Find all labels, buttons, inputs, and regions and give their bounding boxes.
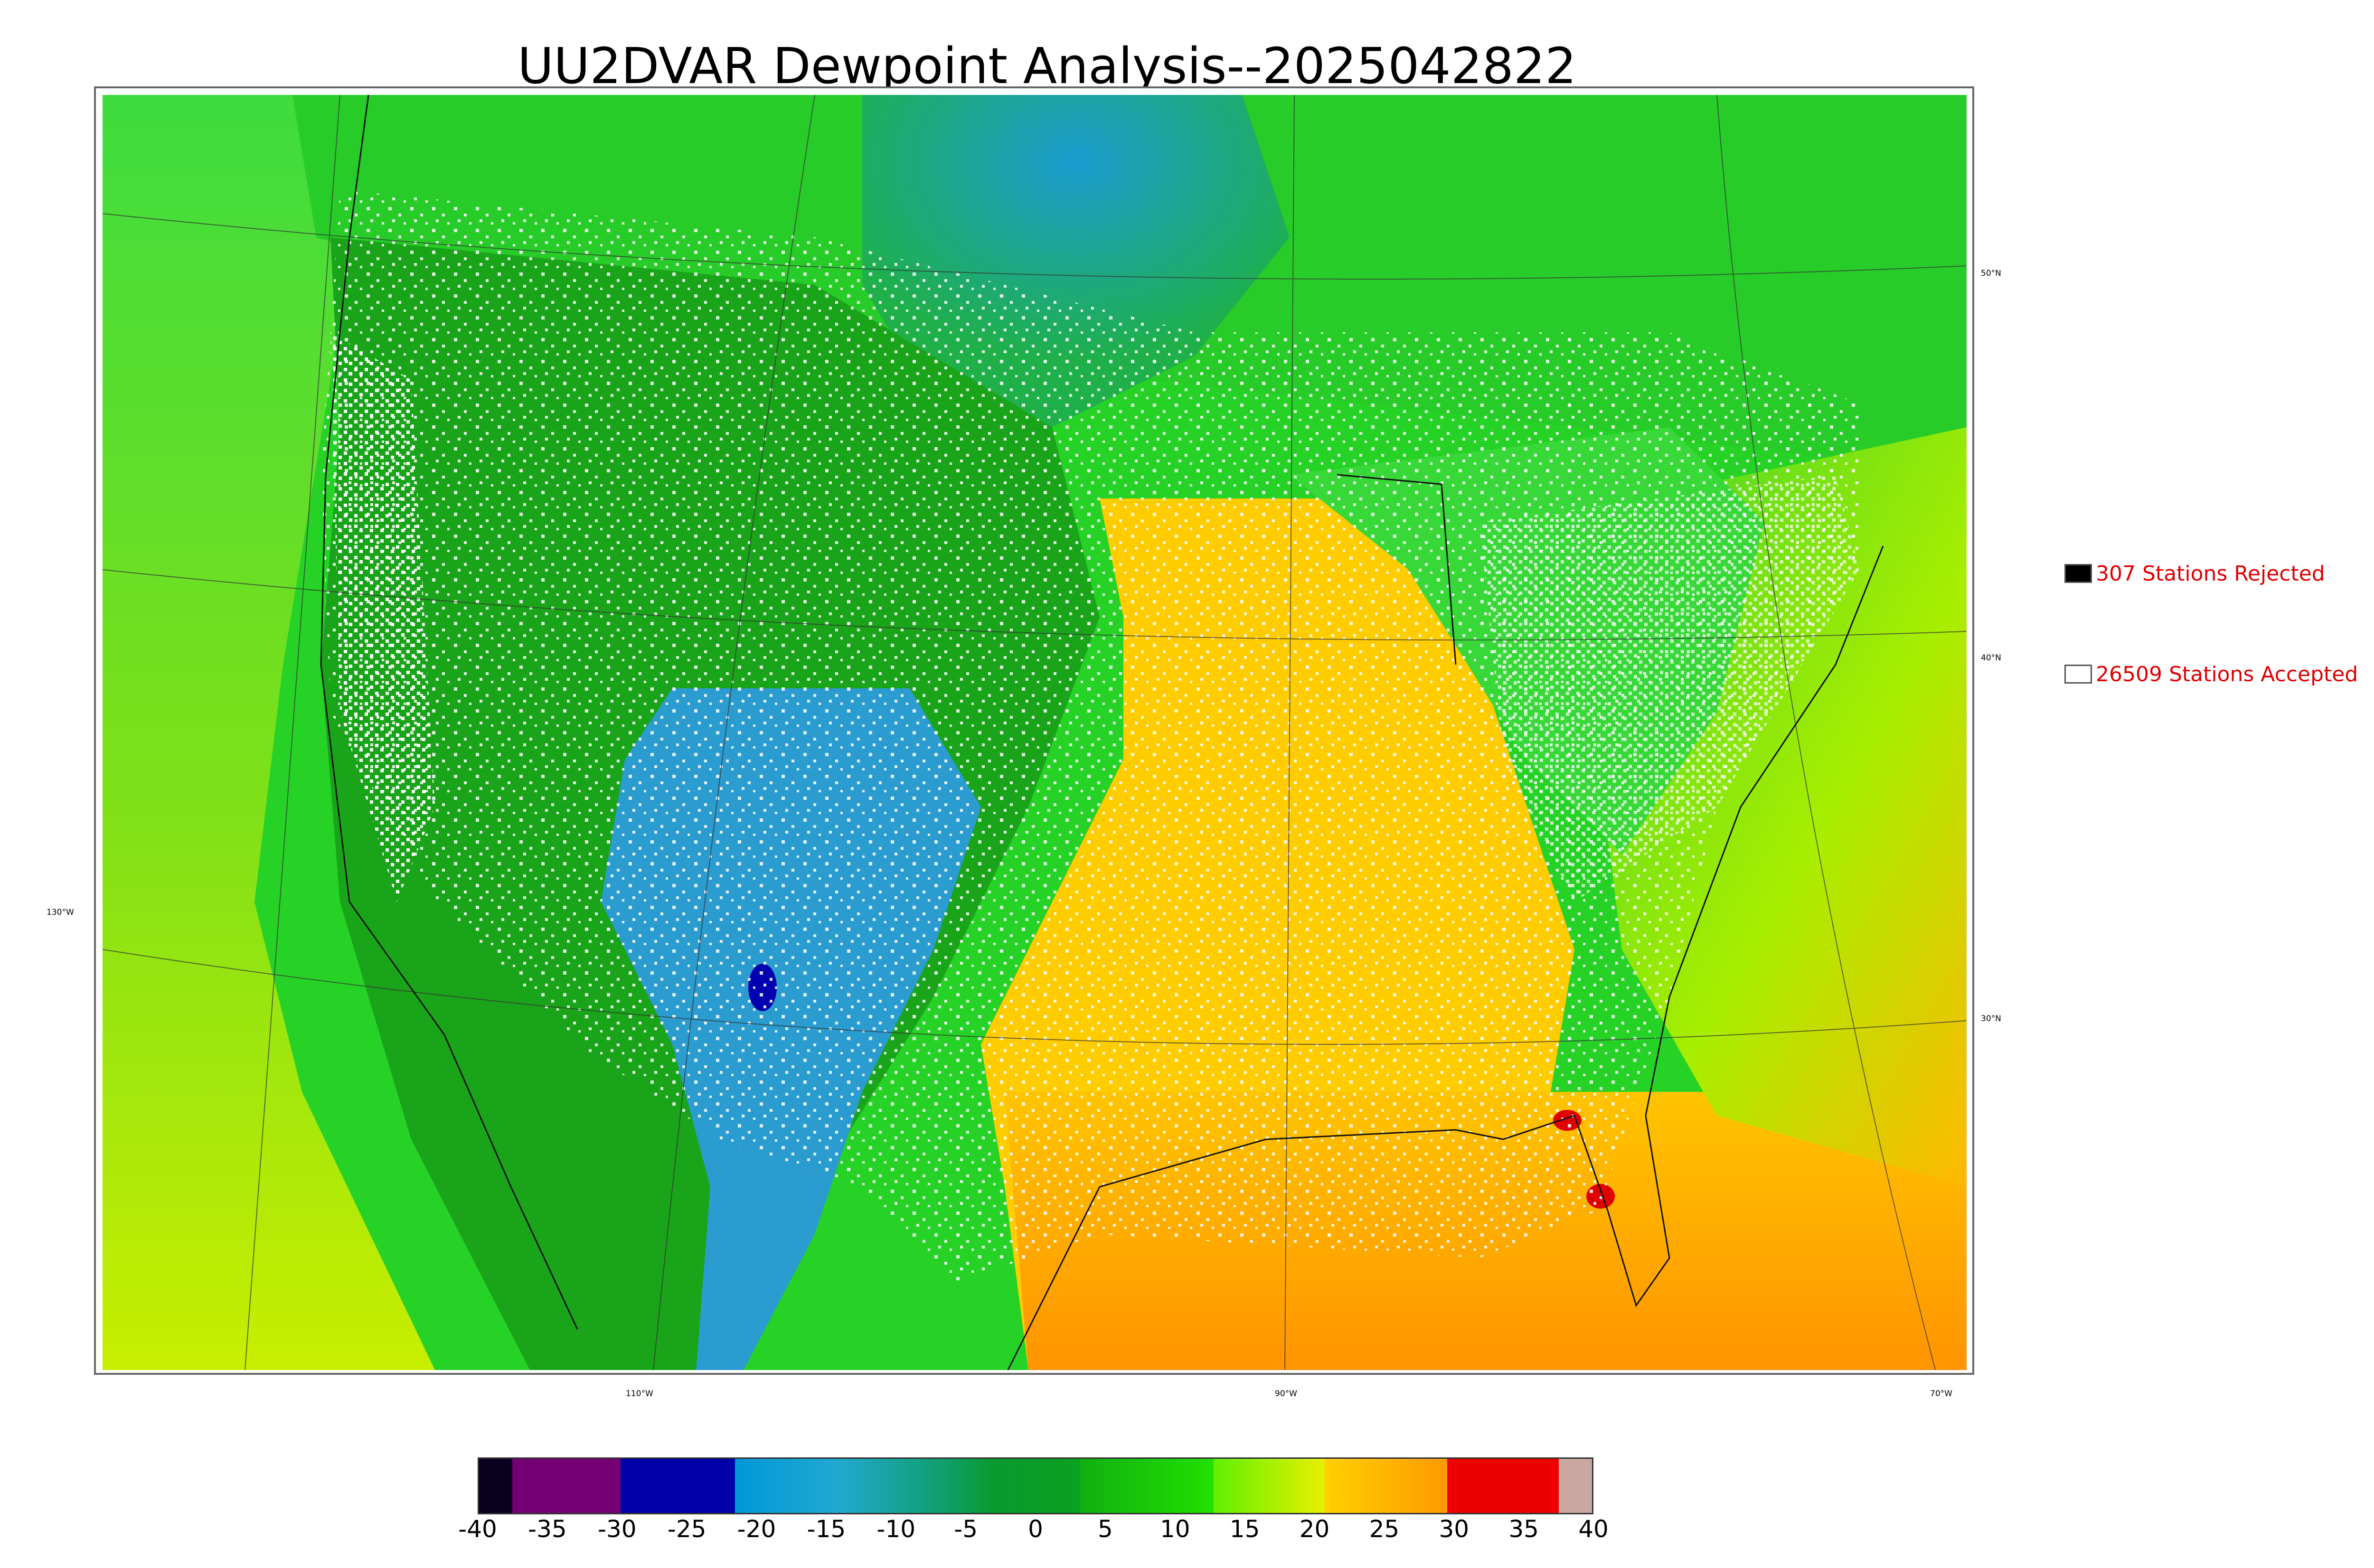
legend-accepted: 26509 Stations Accepted — [2064, 660, 2358, 688]
colorbar-tick-label: 15 — [1229, 1515, 1260, 1543]
colorbar-tick-label: -10 — [876, 1515, 916, 1543]
legend-accepted-swatch — [2064, 665, 2092, 684]
colorbar-tick-label: -40 — [458, 1515, 497, 1543]
lat-label-30n: 30°N — [1981, 1014, 2001, 1023]
dewpoint-field — [103, 95, 1967, 1370]
lon-label-110w: 110°W — [626, 1389, 653, 1399]
map-title: UU2DVAR Dewpoint Analysis--2025042822 — [518, 37, 1577, 95]
colorbar-segment — [1213, 1459, 1325, 1513]
colorbar-tick-label: 0 — [1028, 1515, 1043, 1543]
colorbar-tick-label: 5 — [1097, 1515, 1113, 1543]
colorbar-tick-label: -15 — [807, 1515, 846, 1543]
colorbar-tick-label: 10 — [1159, 1515, 1190, 1543]
colorbar-segment — [512, 1459, 621, 1513]
lat-label-40n: 40°N — [1981, 653, 2001, 663]
legend-accepted-label: 26509 Stations Accepted — [2096, 662, 2358, 686]
colorbar-segment — [479, 1459, 513, 1513]
lon-label-130w: 130°W — [47, 908, 74, 917]
colorbar-segment — [991, 1459, 1080, 1513]
lon-label-70w: 70°W — [1930, 1389, 1952, 1399]
colorbar-tick-label: -35 — [528, 1515, 567, 1543]
colorbar-tick-label: 35 — [1508, 1515, 1539, 1543]
dewpoint-map — [94, 86, 1974, 1375]
colorbar-tick-label: -30 — [597, 1515, 637, 1543]
colorbar — [478, 1457, 1593, 1514]
colorbar-tick-label: 25 — [1369, 1515, 1400, 1543]
colorbar-tick-label: -5 — [954, 1515, 978, 1543]
lon-label-90w: 90°W — [1275, 1389, 1297, 1399]
legend-rejected: 307 Stations Rejected — [2064, 559, 2325, 588]
lat-label-50n: 50°N — [1981, 269, 2001, 278]
colorbar-segment — [1325, 1459, 1448, 1513]
colorbar-tick-label: 40 — [1578, 1515, 1609, 1543]
colorbar-segment — [735, 1459, 991, 1513]
legend-rejected-swatch — [2064, 564, 2092, 583]
colorbar-segment — [1447, 1459, 1559, 1513]
colorbar-tick-label: -20 — [737, 1515, 776, 1543]
colorbar-segment — [1080, 1459, 1214, 1513]
colorbar-tick-label: -25 — [667, 1515, 707, 1543]
colorbar-tick-label: 20 — [1299, 1515, 1330, 1543]
colorbar-segment — [620, 1459, 735, 1513]
colorbar-segment — [1558, 1459, 1592, 1513]
colorbar-tick-label: 30 — [1439, 1515, 1470, 1543]
legend-rejected-label: 307 Stations Rejected — [2096, 561, 2325, 586]
